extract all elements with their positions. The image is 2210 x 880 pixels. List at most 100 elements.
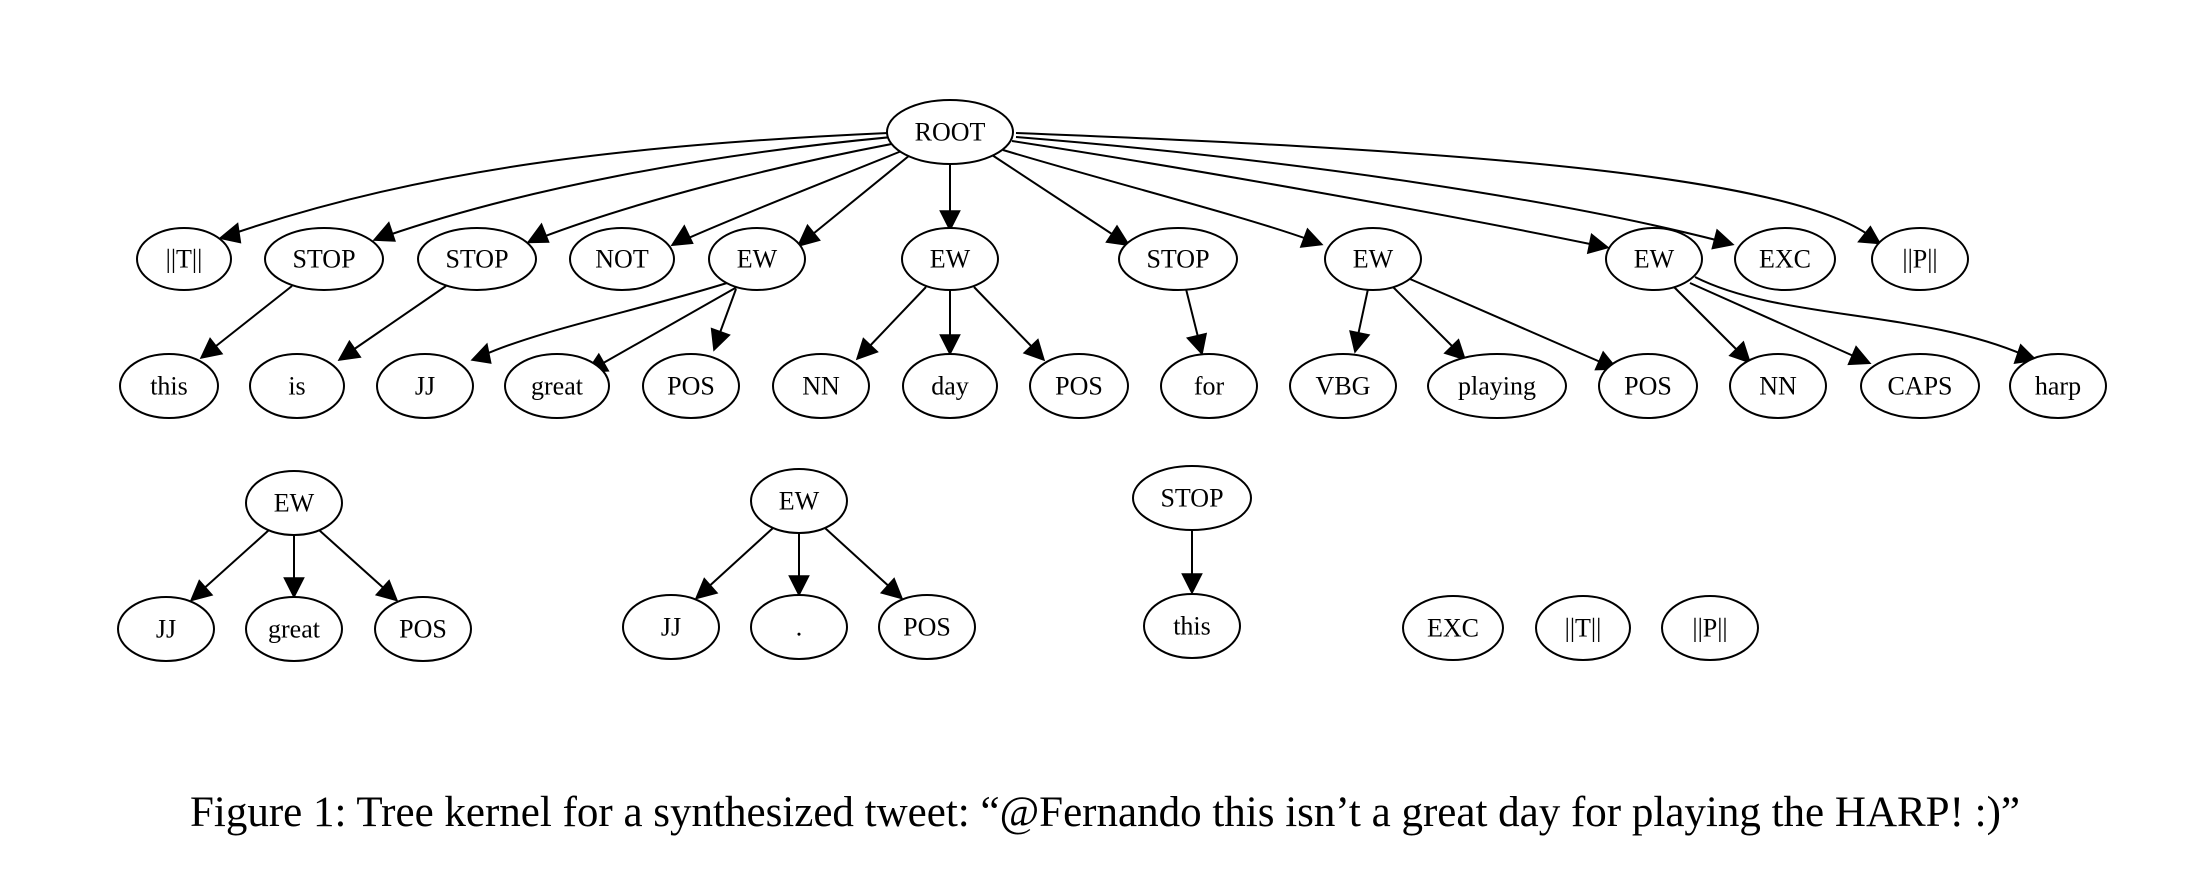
tree-node-exc: EXC: [1734, 227, 1836, 291]
node-ellipse: [119, 353, 219, 419]
subtree-node-pos: POS: [374, 596, 472, 662]
node-ellipse: [901, 227, 999, 291]
arrow-root-stop3: [1105, 224, 1131, 247]
node-label: ||P||: [1902, 245, 1937, 274]
node-label: ||P||: [1692, 614, 1727, 643]
arrow-stop3-for: [1185, 332, 1208, 356]
node-label: NOT: [595, 245, 649, 274]
arrow-root-ew2: [939, 210, 961, 232]
node-label: POS: [1624, 372, 1672, 401]
node-label: JJ: [661, 613, 681, 642]
arrow-ew2-nn: [855, 337, 879, 361]
tree-node-not: NOT: [569, 227, 675, 291]
node-ellipse: [708, 227, 806, 291]
arrow-ew3-playing: [1443, 338, 1467, 361]
arrow-sew2-dot: [788, 575, 810, 597]
tree-kernel-diagram: ROOT ||T|| STOP STOP NOT EW EW STOP EW E…: [117, 99, 2107, 662]
node-ellipse: [264, 227, 384, 291]
arrow-root-not: [670, 224, 694, 247]
tree-node-ew: EW: [1605, 227, 1703, 291]
tree-node-is: is: [249, 353, 345, 419]
arrow-root-stop2: [526, 222, 550, 244]
tree-node-stop: STOP: [417, 227, 537, 291]
node-ellipse: [902, 353, 998, 419]
node-ellipse: [772, 353, 870, 419]
arrow-sew1-great: [283, 577, 305, 599]
edge-root-stop2: [539, 142, 898, 239]
node-ellipse: [1598, 353, 1698, 419]
edge-root-stop3: [991, 154, 1119, 239]
node-label: EXC: [1759, 245, 1811, 274]
arrow-ew1-jj: [470, 342, 492, 364]
node-label: EW: [737, 245, 778, 274]
node-ellipse: [117, 596, 215, 662]
edge-stop3-for: [1185, 288, 1200, 342]
node-ellipse: [2009, 353, 2107, 419]
node-ellipse: [750, 594, 848, 660]
subtree-node-this: this: [1143, 593, 1241, 659]
node-label: .: [796, 613, 803, 642]
node-label: ||T||: [166, 245, 203, 274]
edge-root-ew1: [807, 154, 911, 239]
node-ellipse: [1118, 227, 1238, 291]
tree-node-caps: CAPS: [1860, 353, 1980, 419]
node-label: STOP: [1160, 484, 1223, 513]
main-tree-edges: [210, 132, 2025, 367]
node-label: for: [1194, 372, 1225, 401]
node-label: EW: [930, 245, 971, 274]
edge-ew3-playing: [1392, 286, 1457, 351]
arrow-root-t: [218, 222, 242, 244]
node-ellipse: [1661, 595, 1759, 661]
node-ellipse: [878, 594, 976, 660]
node-ellipse: [1729, 353, 1827, 419]
arrow-ew4-nn: [1728, 340, 1752, 364]
subtree-edges: [199, 527, 1193, 593]
node-ellipse: [1734, 227, 1836, 291]
edge-ew2-nn: [865, 286, 927, 351]
node-label: day: [931, 372, 969, 401]
tree-node-pos: POS: [642, 353, 740, 419]
node-label: playing: [1458, 372, 1536, 401]
node-label: ROOT: [915, 118, 986, 147]
node-ellipse: [1860, 353, 1980, 419]
node-label: EW: [779, 487, 820, 516]
arrow-ew3-vbg: [1349, 330, 1371, 354]
edge-ew1-jj: [483, 282, 728, 356]
node-label: STOP: [292, 245, 355, 274]
tree-node-for: for: [1160, 353, 1258, 419]
tree-node-great: great: [504, 353, 610, 419]
arrow-ew1-pos: [710, 327, 731, 352]
edge-root-stop1: [385, 136, 893, 237]
edge-ew4-nn: [1673, 286, 1741, 354]
node-label: EXC: [1427, 614, 1479, 643]
subtree-node-stop: STOP: [1132, 465, 1252, 531]
node-ellipse: [750, 468, 848, 534]
arrow-stop1-this: [199, 337, 224, 360]
tree-node-stop: STOP: [264, 227, 384, 291]
node-ellipse: [1289, 353, 1397, 419]
arrow-root-exc: [1711, 228, 1735, 250]
node-ellipse: [417, 227, 537, 291]
node-ellipse: [245, 470, 343, 536]
node-ellipse: [886, 99, 1014, 165]
node-label: VBG: [1316, 372, 1371, 401]
edge-ew1-great: [597, 286, 738, 367]
node-ellipse: [1535, 595, 1631, 661]
figure-caption: Figure 1: Tree kernel for a synthesized …: [189, 789, 2021, 836]
subtree-node-ew: EW: [750, 468, 848, 534]
subtree-node-exc: EXC: [1402, 595, 1504, 661]
arrow-ew2-pos: [1022, 338, 1046, 362]
arrow-ew2-day: [939, 334, 961, 356]
edge-stop2-is: [349, 285, 447, 353]
subtree-node-ew: EW: [245, 470, 343, 536]
node-ellipse: [1427, 353, 1567, 419]
node-ellipse: [1871, 227, 1969, 291]
edge-root-p: [1015, 132, 1871, 237]
node-label: NN: [1759, 372, 1797, 401]
arrow-root-stop1: [372, 221, 396, 242]
tree-node-t: ||T||: [136, 227, 232, 291]
edge-ew2-pos: [973, 286, 1036, 351]
arrow-stop2-is: [337, 339, 362, 361]
tree-node-ew: EW: [1324, 227, 1422, 291]
node-ellipse: [642, 353, 740, 419]
